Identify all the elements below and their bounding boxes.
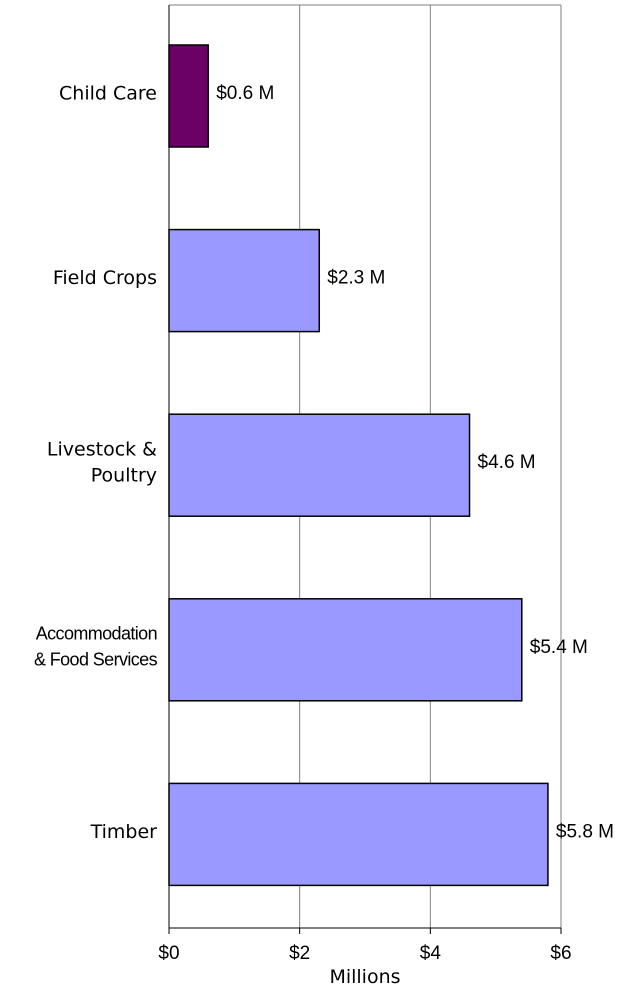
category-label: Field Crops [53,267,157,289]
category-label: Child Care [59,83,157,105]
data-label: $4.6 M [478,452,536,473]
x-tick-labels: $0 $2 $4 $6 [158,943,571,964]
x-tick-label: $4 [420,943,442,964]
axes [168,5,562,934]
data-label: $2.3 M [327,268,385,289]
x-tick-label: $6 [550,943,571,964]
category-labels: Child Care Field Crops Livestock & Poultry A… [34,83,158,843]
bars [168,44,549,887]
data-label: $5.4 M [530,637,588,658]
bar [168,598,523,702]
x-axis-title: Millions [329,966,400,988]
bar [168,782,549,887]
bar [168,44,209,148]
x-tick-label: $0 [158,943,179,964]
bar [168,228,321,333]
bar [168,413,471,517]
data-labels: $0.6 M $2.3 M $4.6 M $5.4 M $5.8 M [216,83,614,842]
category-label: Livestock & Poultry [47,439,157,487]
category-label: Accommodation & Food Services [34,624,158,670]
data-label: $5.8 M [556,821,614,842]
x-tick-label: $2 [289,943,310,964]
category-label: Timber [90,821,158,843]
data-label: $0.6 M [216,83,274,104]
